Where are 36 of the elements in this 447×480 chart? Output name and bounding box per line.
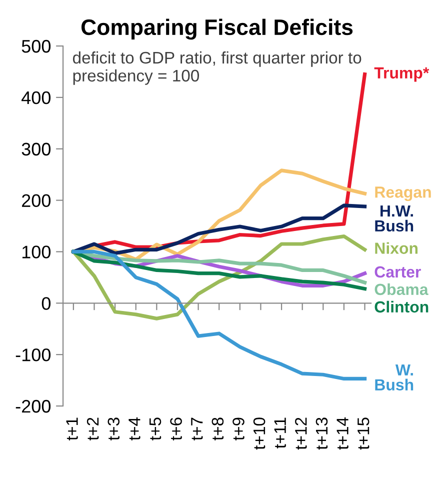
y-tick-label: 300 — [22, 142, 51, 156]
y-tick-label: 100 — [22, 246, 51, 258]
x-tick-label: t+5 — [150, 418, 162, 440]
x-tick-label: t+10 — [253, 418, 266, 450]
y-tick-label: -200 — [16, 400, 51, 413]
x-tick-label: t+6 — [170, 418, 182, 440]
series-label: Carter — [374, 266, 421, 278]
x-tick-label: t+3 — [108, 418, 120, 440]
series-label: Nixon — [375, 242, 418, 254]
x-tick-label: t+9 — [232, 418, 244, 440]
y-tick-label: 500 — [22, 40, 51, 53]
y-tick-label: 0 — [42, 297, 51, 310]
series-label: Trump* — [374, 67, 430, 82]
x-tick-label: t+1 — [66, 418, 78, 440]
line-series — [72, 234, 367, 320]
x-tick-label: t+2 — [86, 418, 99, 440]
x-tick-label: t+14 — [336, 417, 348, 450]
series-label: H.W. Bush — [375, 206, 414, 232]
series-label: Obama — [374, 283, 428, 296]
x-tick-label: t+11 — [274, 418, 286, 448]
y-tick-label: -100 — [16, 348, 51, 362]
annotation: deficit to GDP ratio, first quarter prior to presidency = 100 — [72, 51, 362, 85]
series-label: Reagan — [375, 186, 431, 202]
series-label: Clinton — [374, 300, 428, 313]
x-tick-label: t+4 — [128, 417, 140, 440]
y-tick-label: 200 — [22, 194, 51, 208]
x-tick-label: t+8 — [212, 418, 224, 440]
x-tick-label: t+12 — [295, 418, 307, 450]
chart-title: Comparing Fiscal Deficits — [81, 18, 353, 40]
line-series — [72, 204, 367, 256]
line-series — [72, 250, 367, 381]
series-label: W. Bush — [375, 364, 414, 390]
y-tick-label: 400 — [22, 91, 51, 104]
x-tick-label: t+13 — [316, 418, 328, 450]
x-tick-label: t+15 — [358, 418, 370, 450]
x-tick-label: t+7 — [191, 418, 203, 440]
